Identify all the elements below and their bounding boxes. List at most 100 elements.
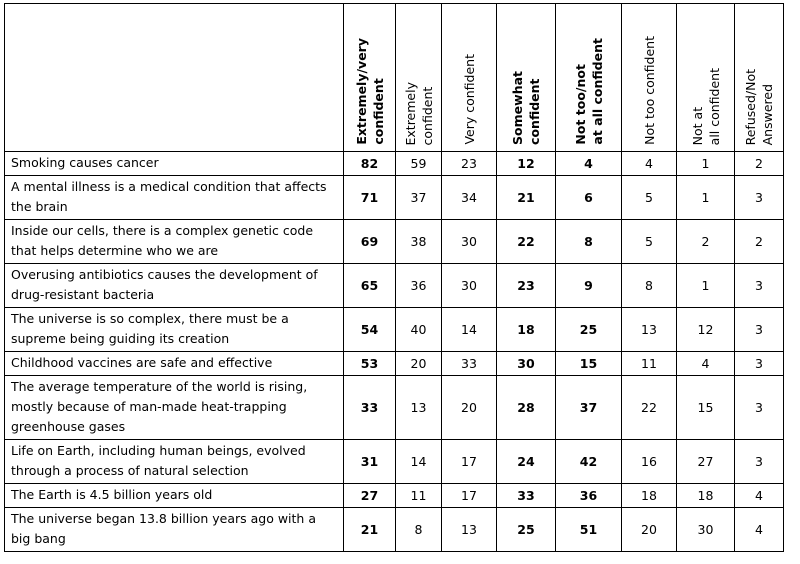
- value-cell: 8: [555, 219, 622, 264]
- value-cell: 65: [343, 263, 396, 308]
- table-row: Inside our cells, there is a complex gen…: [4, 219, 784, 264]
- row-label: The Earth is 4.5 billion years old: [4, 483, 344, 508]
- value-cell: 23: [441, 151, 497, 176]
- value-cell: 36: [395, 263, 442, 308]
- value-cell: 37: [395, 175, 442, 220]
- value-cell: 4: [676, 351, 735, 376]
- value-cell: 18: [496, 307, 556, 352]
- value-cell: 4: [734, 483, 784, 508]
- value-cell: 11: [621, 351, 677, 376]
- table-row: The Earth is 4.5 billion years old 27 11 17…: [4, 483, 784, 508]
- value-cell: 17: [441, 483, 497, 508]
- value-cell: 22: [621, 375, 677, 440]
- value-cell: 54: [343, 307, 396, 352]
- table-row: The average temperature of the world is …: [4, 375, 784, 440]
- column-header: Not at all confident: [676, 3, 735, 152]
- column-header: Very confident: [441, 3, 497, 152]
- header-row: Extremely/very confident Extremely confid…: [4, 3, 784, 152]
- table-row: Life on Earth, including human beings, e…: [4, 439, 784, 484]
- value-cell: 3: [734, 351, 784, 376]
- table-row: Childhood vaccines are safe and effectiv…: [4, 351, 784, 376]
- table-row: A mental illness is a medical condition …: [4, 175, 784, 220]
- value-cell: 2: [734, 219, 784, 264]
- value-cell: 13: [395, 375, 442, 440]
- column-header: Not too confident: [621, 3, 677, 152]
- table-row: Overusing antibiotics causes the develop…: [4, 263, 784, 308]
- value-cell: 1: [676, 263, 735, 308]
- row-label: The universe began 13.8 billion years ag…: [4, 507, 344, 552]
- row-label: Childhood vaccines are safe and effectiv…: [4, 351, 344, 376]
- value-cell: 6: [555, 175, 622, 220]
- column-header: Somewhat confident: [496, 3, 556, 152]
- value-cell: 38: [395, 219, 442, 264]
- value-cell: 20: [621, 507, 677, 552]
- value-cell: 71: [343, 175, 396, 220]
- value-cell: 4: [555, 151, 622, 176]
- value-cell: 40: [395, 307, 442, 352]
- value-cell: 22: [496, 219, 556, 264]
- row-label: Inside our cells, there is a complex gen…: [4, 219, 344, 264]
- confidence-table: Extremely/very confident Extremely confid…: [4, 3, 784, 552]
- value-cell: 18: [621, 483, 677, 508]
- value-cell: 11: [395, 483, 442, 508]
- column-header-label: Extremely/very confident: [353, 38, 386, 145]
- header-corner-cell: [4, 3, 344, 152]
- value-cell: 20: [395, 351, 442, 376]
- value-cell: 14: [395, 439, 442, 484]
- value-cell: 25: [496, 507, 556, 552]
- column-header-label: Very confident: [461, 54, 477, 145]
- column-header-label: Somewhat confident: [510, 71, 542, 145]
- value-cell: 30: [441, 219, 497, 264]
- table-row: The universe is so complex, there must b…: [4, 307, 784, 352]
- column-header-label: Extremely confident: [402, 81, 435, 146]
- value-cell: 30: [496, 351, 556, 376]
- value-cell: 51: [555, 507, 622, 552]
- value-cell: 14: [441, 307, 497, 352]
- value-cell: 3: [734, 175, 784, 220]
- value-cell: 5: [621, 219, 677, 264]
- row-label: Life on Earth, including human beings, e…: [4, 439, 344, 484]
- value-cell: 12: [496, 151, 556, 176]
- value-cell: 3: [734, 307, 784, 352]
- table-row: Smoking causes cancer 82 59 23 12 4 4 1 2: [4, 151, 784, 176]
- value-cell: 53: [343, 351, 396, 376]
- column-header-label: Not too confident: [641, 36, 657, 145]
- value-cell: 42: [555, 439, 622, 484]
- value-cell: 21: [496, 175, 556, 220]
- row-label: A mental illness is a medical condition …: [4, 175, 344, 220]
- value-cell: 30: [441, 263, 497, 308]
- value-cell: 4: [734, 507, 784, 552]
- value-cell: 36: [555, 483, 622, 508]
- value-cell: 37: [555, 375, 622, 440]
- value-cell: 25: [555, 307, 622, 352]
- value-cell: 33: [441, 351, 497, 376]
- value-cell: 13: [441, 507, 497, 552]
- value-cell: 1: [676, 175, 735, 220]
- value-cell: 4: [621, 151, 677, 176]
- column-header-label: Not at all confident: [689, 67, 722, 145]
- column-header-label: Not too/not at all confident: [572, 38, 605, 145]
- value-cell: 3: [734, 263, 784, 308]
- value-cell: 12: [676, 307, 735, 352]
- column-header: Not too/not at all confident: [555, 3, 622, 152]
- value-cell: 15: [676, 375, 735, 440]
- value-cell: 59: [395, 151, 442, 176]
- value-cell: 82: [343, 151, 396, 176]
- value-cell: 27: [343, 483, 396, 508]
- value-cell: 31: [343, 439, 396, 484]
- table-body: Smoking causes cancer 82 59 23 12 4 4 1 2 A menta…: [4, 151, 784, 552]
- column-header: Refused/Not Answered: [734, 3, 784, 152]
- value-cell: 33: [343, 375, 396, 440]
- value-cell: 27: [676, 439, 735, 484]
- value-cell: 3: [734, 439, 784, 484]
- row-label: The average temperature of the world is …: [4, 375, 344, 440]
- value-cell: 9: [555, 263, 622, 308]
- value-cell: 13: [621, 307, 677, 352]
- value-cell: 21: [343, 507, 396, 552]
- value-cell: 8: [621, 263, 677, 308]
- value-cell: 16: [621, 439, 677, 484]
- column-header: Extremely confident: [395, 3, 442, 152]
- table-row: The universe began 13.8 billion years ag…: [4, 507, 784, 552]
- value-cell: 2: [734, 151, 784, 176]
- value-cell: 15: [555, 351, 622, 376]
